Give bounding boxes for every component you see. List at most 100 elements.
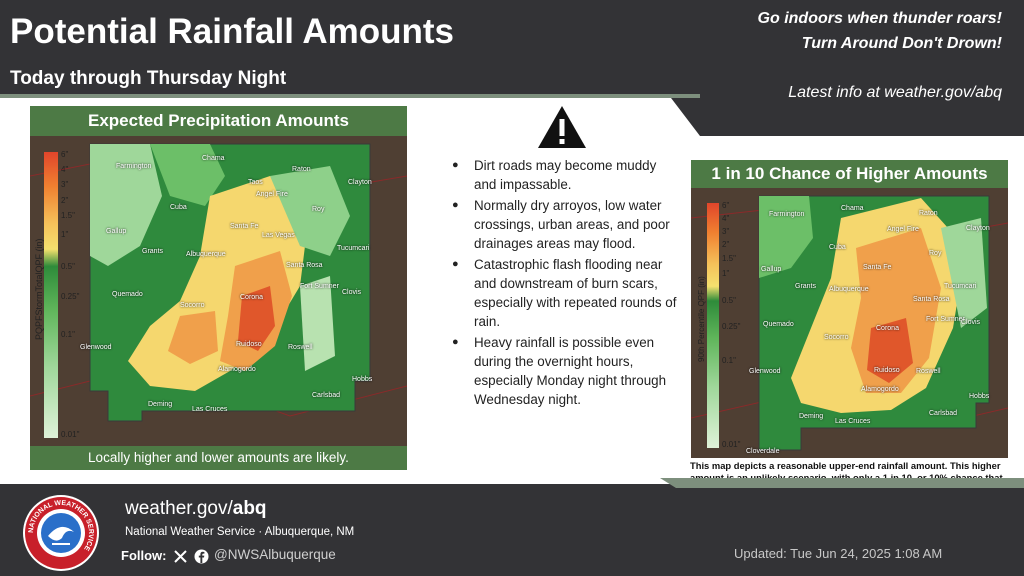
town-label: Albuquerque: [186, 251, 226, 258]
legend-label: 6": [61, 150, 69, 159]
town-label: Fort Sumner: [300, 283, 339, 290]
impact-item: Dirt roads may become muddy and impassab…: [452, 156, 677, 194]
town-label: Corona: [240, 294, 263, 301]
town-label: Farmington: [116, 163, 152, 170]
follow-label: Follow:: [121, 548, 167, 563]
town-label: Roy: [312, 206, 325, 213]
legend-label: 1.5": [722, 254, 736, 263]
right-legend-title: 90th Percentile QPF (in): [697, 276, 706, 362]
legend-label: 2": [61, 196, 69, 205]
town-label: Clovis: [342, 289, 362, 296]
panel-divider: [0, 94, 700, 98]
legend-label: 2": [722, 240, 730, 249]
facebook-icon[interactable]: [194, 549, 209, 564]
town-label: Cuba: [170, 204, 187, 211]
town-label: Raton: [292, 166, 311, 173]
town-label: Roswell: [288, 344, 313, 351]
office-name: National Weather Service · Albuquerque, …: [125, 526, 355, 538]
legend-label: 4": [722, 214, 730, 223]
legend-label: 0.5": [61, 262, 75, 271]
town-label: Grants: [142, 248, 164, 255]
right-map: Farmington Chama Raton Clayton Angel Fir…: [691, 188, 1008, 458]
town-label: Chama: [841, 205, 864, 212]
slogan-thunder: Go indoors when thunder roars!: [757, 10, 1002, 27]
town-label: Taos: [248, 179, 263, 186]
right-legend-bar: [707, 203, 719, 448]
town-label: Raton: [919, 210, 938, 217]
town-label: Glenwood: [80, 344, 112, 351]
town-label: Cuba: [829, 244, 846, 251]
town-label: Fort Sumner: [926, 316, 965, 323]
town-label: Hobbs: [352, 376, 373, 383]
impact-list: Dirt roads may become muddy and impassab…: [452, 156, 677, 409]
town-label: Roy: [929, 250, 942, 257]
legend-label: 0.1": [722, 356, 736, 365]
town-label: Clayton: [348, 179, 372, 186]
town-label: Tucumcari: [337, 245, 370, 252]
left-legend-title: PQPFStormTotalQPF (in): [34, 238, 44, 340]
town-label: Las Cruces: [835, 418, 871, 425]
site-office: abq: [232, 498, 267, 519]
page-subtitle: Today through Thursday Night: [10, 68, 287, 89]
town-label: Gallup: [106, 228, 127, 235]
website-link[interactable]: weather.gov/abq: [125, 498, 267, 520]
footer-bar: [0, 484, 1024, 576]
town-label: Ruidoso: [874, 367, 900, 374]
town-label: Carlsbad: [312, 392, 341, 399]
town-label: Alamogordo: [861, 386, 899, 393]
legend-label: 0.01": [722, 440, 741, 449]
town-label: Santa Fe: [230, 223, 259, 230]
legend-label: 0.5": [722, 296, 736, 305]
latest-info-link[interactable]: Latest info at weather.gov/abq: [788, 84, 1002, 101]
left-map-graphic: [30, 136, 407, 446]
town-label: Deming: [799, 413, 824, 420]
town-label: Cloverdale: [746, 448, 780, 455]
impact-item: Catastrophic flash flooding near and dow…: [452, 255, 677, 331]
left-legend-bar: [44, 152, 58, 438]
town-label: Albuquerque: [829, 286, 869, 293]
town-label: Carlsbad: [929, 410, 958, 417]
town-label: Las Vegas: [262, 232, 295, 239]
town-label: Ruidoso: [236, 341, 262, 348]
town-label: Angel Fire: [887, 226, 919, 233]
legend-label: 1": [722, 269, 730, 278]
town-label: Hobbs: [969, 393, 990, 400]
updated-timestamp: Updated: Tue Jun 24, 2025 1:08 AM: [734, 546, 943, 561]
town-label: Santa Rosa: [286, 262, 323, 269]
slogan-turn-around: Turn Around Don't Drown!: [801, 35, 1002, 52]
warning-icon: [538, 106, 586, 148]
town-label: Roswell: [916, 368, 941, 375]
impact-item: Heavy rainfall is possible even during t…: [452, 333, 677, 409]
legend-label: 0.25": [722, 322, 741, 331]
town-label: Quemado: [112, 291, 143, 298]
legend-label: 4": [61, 165, 69, 174]
town-label: Gallup: [761, 266, 782, 273]
town-label: Chama: [202, 155, 225, 162]
town-label: Socorro: [824, 334, 849, 341]
town-label: Santa Rosa: [913, 296, 950, 303]
page-title: Potential Rainfall Amounts: [10, 12, 455, 51]
legend-label: 1.5": [61, 211, 75, 220]
legend-label: 6": [722, 201, 730, 210]
nws-logo: NATIONAL WEATHER SERVICE: [23, 495, 99, 571]
town-label: Clovis: [961, 319, 981, 326]
x-icon[interactable]: [174, 550, 187, 563]
legend-label: 1": [61, 230, 69, 239]
left-map: Farmington Chama Taos Raton Clayton Ange…: [30, 136, 407, 446]
impact-item: Normally dry arroyos, low water crossing…: [452, 196, 677, 253]
town-label: Farmington: [769, 211, 805, 218]
town-label: Las Cruces: [192, 406, 228, 413]
legend-label: 0.1": [61, 330, 75, 339]
legend-label: 0.01": [61, 430, 80, 439]
town-label: Angel Fire: [256, 191, 288, 198]
legend-label: 3": [722, 227, 730, 236]
town-label: Santa Fe: [863, 264, 892, 271]
legend-label: 3": [61, 180, 69, 189]
town-label: Clayton: [966, 225, 990, 232]
right-map-graphic: [691, 188, 1008, 458]
right-map-heading: 1 in 10 Chance of Higher Amounts: [691, 160, 1008, 188]
left-map-heading: Expected Precipitation Amounts: [30, 106, 407, 136]
town-label: Corona: [876, 325, 899, 332]
social-handle[interactable]: @NWSAlbuquerque: [214, 547, 336, 562]
town-label: Socorro: [180, 302, 205, 309]
